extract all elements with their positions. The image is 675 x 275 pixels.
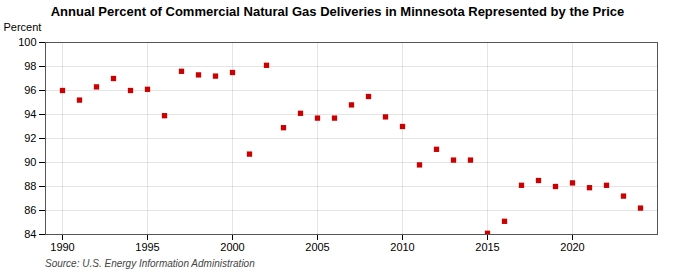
html-text:Source: U.S. Energy Informatio: Source: U.S. Energy Information Administ… <box>45 257 255 269</box>
svg-text:90: 90 <box>24 156 36 168</box>
svg-text:100: 100 <box>18 36 36 48</box>
svg-text:2005: 2005 <box>305 241 329 253</box>
svg-text:86: 86 <box>24 204 36 216</box>
svg-text:98: 98 <box>24 60 36 72</box>
svg-text:92: 92 <box>24 132 36 144</box>
svg-text:2015: 2015 <box>475 241 499 253</box>
svg-text:2000: 2000 <box>220 241 244 253</box>
svg-text:2010: 2010 <box>390 241 414 253</box>
svg-text:84: 84 <box>24 228 36 240</box>
svg-text:1995: 1995 <box>135 241 159 253</box>
svg-text:88: 88 <box>24 180 36 192</box>
svg-text:94: 94 <box>24 108 36 120</box>
svg-text:96: 96 <box>24 84 36 96</box>
svg-text:Percent: Percent <box>4 21 42 33</box>
html-text:Annual Percent of Commercial N: Annual Percent of Commercial Natural Gas… <box>50 4 625 19</box>
svg-text:2020: 2020 <box>560 241 584 253</box>
svg-text:1990: 1990 <box>50 241 74 253</box>
